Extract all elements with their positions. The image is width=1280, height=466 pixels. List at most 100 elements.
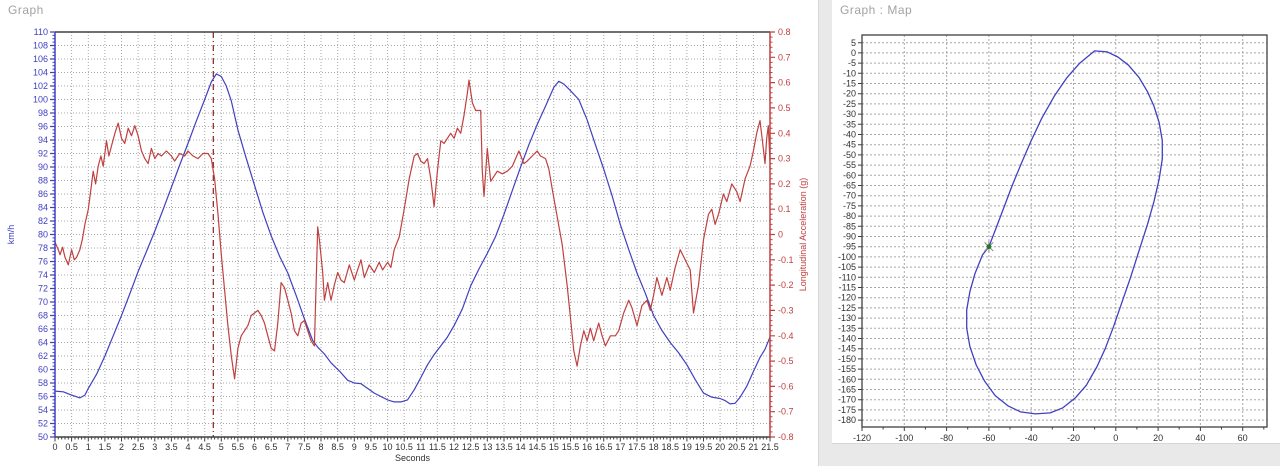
- map-x-tick-label: 0: [1113, 433, 1118, 443]
- x-axis-tick-label: 13: [482, 442, 492, 452]
- x-axis-tick-label: 8: [319, 442, 324, 452]
- left-axis-tick-label: 62: [38, 351, 48, 361]
- x-axis-tick-label: 19: [682, 442, 692, 452]
- x-axis-tick-label: 8.5: [331, 442, 344, 452]
- right-axis-tick-label: -0.7: [778, 407, 794, 417]
- left-axis-tick-label: 68: [38, 311, 48, 321]
- map-y-tick-label: -45: [843, 140, 856, 150]
- map-y-tick-label: -95: [843, 242, 856, 252]
- map-panel-title: Graph : Map: [840, 3, 913, 17]
- map-y-tick-label: -85: [843, 221, 856, 231]
- left-axis-tick-label: 98: [38, 108, 48, 118]
- map-y-tick-label: -140: [838, 333, 856, 343]
- x-axis-tick-label: 18.5: [661, 442, 679, 452]
- map-y-tick-label: -125: [838, 303, 856, 313]
- map-x-tick-label: -80: [940, 433, 953, 443]
- map-x-tick-label: -60: [982, 433, 995, 443]
- map-y-tick-label: -165: [838, 384, 856, 394]
- map-y-tick-label: -60: [843, 170, 856, 180]
- map-x-tick-label: -120: [853, 433, 871, 443]
- left-axis-tick-label: 78: [38, 243, 48, 253]
- x-axis-tick-label: 7.5: [298, 442, 311, 452]
- x-axis-tick-label: 12.5: [462, 442, 480, 452]
- map-x-minor-ticks: [882, 427, 1265, 430]
- map-x-ticks: [861, 427, 1244, 431]
- x-axis-tick-label: 5.5: [232, 442, 245, 452]
- right-axis-tick-label: -0.8: [778, 432, 794, 442]
- map-y-tick-label: -110: [839, 272, 856, 282]
- x-axis-tick-label: 9.5: [365, 442, 378, 452]
- graph-panel: Graph 50 52 54 56 58 60 62 64 66 68 70 72 74 76 78 80 82…: [0, 0, 819, 466]
- right-axis-tick-label: 0.6: [778, 78, 791, 88]
- x-axis-tick-label: 14.5: [528, 442, 546, 452]
- map-y-tick-label: -25: [843, 99, 856, 109]
- right-axis-tick-label: 0: [778, 230, 783, 240]
- left-axis-tick-label: 80: [38, 230, 48, 240]
- map-y-tick-label: -30: [843, 109, 856, 119]
- map-x-tick-label: -40: [1025, 433, 1038, 443]
- x-axis-tick-label: 21.5: [761, 442, 779, 452]
- map-plot-border: [861, 34, 1268, 428]
- map-y-tick-label: -160: [838, 374, 856, 384]
- x-axis-tick-label: 15.5: [562, 442, 580, 452]
- right-axis-tick-label: -0.1: [778, 255, 794, 265]
- speed-series-line: [55, 73, 770, 405]
- left-axis-minor-ticks: [52, 34, 55, 435]
- left-axis-tick-label: 60: [38, 365, 48, 375]
- x-axis-title: Seconds: [395, 453, 431, 463]
- left-axis-tick-label: 92: [38, 149, 48, 159]
- map-y-tick-label: -105: [838, 262, 856, 272]
- left-axis-tick-label: 58: [38, 378, 48, 388]
- left-axis-tick-label: 72: [38, 284, 48, 294]
- map-y-tick-label: -90: [843, 232, 856, 242]
- left-axis-tick-label: 104: [33, 68, 48, 78]
- left-axis-tick-label: 54: [38, 405, 48, 415]
- left-axis-tick-label: 84: [38, 203, 48, 213]
- map-y-tick-label: -10: [843, 68, 856, 78]
- left-axis-tick-label: 88: [38, 176, 48, 186]
- left-axis-tick-label: 56: [38, 392, 48, 402]
- x-axis-tick-label: 19.5: [695, 442, 713, 452]
- right-axis-tick-label: -0.6: [778, 381, 794, 391]
- map-y-tick-label: -145: [838, 344, 856, 354]
- x-axis-tick-label: 17: [615, 442, 625, 452]
- x-axis-tick-label: 16: [582, 442, 592, 452]
- map-y-tick-label: -100: [838, 252, 856, 262]
- left-axis-tick-label: 96: [38, 122, 48, 132]
- left-axis-tick-label: 90: [38, 162, 48, 172]
- x-axis-tick-label: 6.5: [265, 442, 278, 452]
- right-axis-tick-label: 0.4: [778, 128, 791, 138]
- left-axis-tick-label: 70: [38, 297, 48, 307]
- map-y-tick-label: 0: [851, 48, 856, 58]
- map-x-tick-label: 40: [1195, 433, 1205, 443]
- x-axis-tick-label: 2.5: [132, 442, 145, 452]
- right-axis-tick-label: -0.5: [778, 356, 794, 366]
- map-y-tick-label: -75: [843, 201, 856, 211]
- left-axis-tick-label: 76: [38, 257, 48, 267]
- x-axis-tick-label: 14: [516, 442, 526, 452]
- graph-panel-title: Graph: [8, 3, 44, 17]
- map-y-tick-label: -5: [848, 58, 856, 68]
- map-y-tick-label: -120: [838, 293, 856, 303]
- speed-accel-chart[interactable]: 5052545658606264666870727476788082848688…: [0, 0, 818, 466]
- left-axis-tick-label: 66: [38, 324, 48, 334]
- map-x-tick-label: -20: [1067, 433, 1080, 443]
- map-y-ticks: [858, 42, 862, 421]
- right-axis-tick-label: -0.3: [778, 305, 794, 315]
- x-axis-tick-label: 10: [383, 442, 393, 452]
- map-x-tick-label: -100: [895, 433, 913, 443]
- map-panel: Graph : Map -180 -175 -170 -165 -160 -155 -150…: [832, 0, 1280, 444]
- track-map-chart[interactable]: -180-175-170-165-160-155-150-145-140-135…: [832, 0, 1280, 443]
- x-axis-tick-label: 0.5: [65, 442, 78, 452]
- right-axis-tick-label: 0.7: [778, 52, 791, 62]
- x-axis-tick-label: 2: [119, 442, 124, 452]
- map-y-tick-label: -55: [843, 160, 856, 170]
- x-axis-tick-label: 4.5: [198, 442, 211, 452]
- left-axis-tick-label: 102: [33, 81, 48, 91]
- right-axis-tick-label: 0.3: [778, 154, 791, 164]
- current-position-marker: [984, 240, 994, 253]
- acceleration-series-line: [55, 79, 770, 380]
- map-y-tick-label: -65: [843, 181, 856, 191]
- grid-lines: [55, 32, 770, 437]
